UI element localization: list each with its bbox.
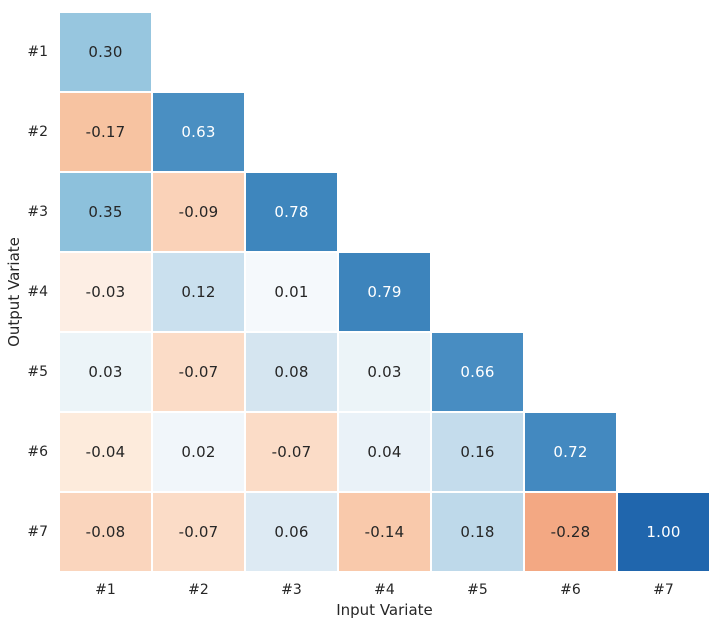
x-tick-label: #5	[467, 582, 488, 598]
heatmap-cell: -0.04	[60, 413, 151, 491]
x-tick-label: #1	[95, 582, 116, 598]
heatmap-cell: 0.30	[60, 13, 151, 91]
y-tick-label: #6	[27, 444, 48, 460]
x-tick-label: #4	[374, 582, 395, 598]
x-tick-label: #2	[188, 582, 209, 598]
y-tick-label: #5	[27, 364, 48, 380]
heatmap-cell: -0.09	[153, 173, 244, 251]
heatmap-cell: 0.01	[246, 253, 337, 331]
heatmap-cell: -0.28	[525, 493, 616, 571]
heatmap-cell: 0.72	[525, 413, 616, 491]
heatmap-cell: -0.07	[153, 493, 244, 571]
y-tick-label: #3	[27, 204, 48, 220]
heatmap-cell: 0.16	[432, 413, 523, 491]
heatmap-cell: -0.08	[60, 493, 151, 571]
y-tick-label: #1	[27, 44, 48, 60]
heatmap-cell: 0.18	[432, 493, 523, 571]
heatmap-cell: 0.63	[153, 93, 244, 171]
heatmap-cell: 0.02	[153, 413, 244, 491]
y-tick-label: #2	[27, 124, 48, 140]
heatmap-cell: 0.35	[60, 173, 151, 251]
x-tick-label: #3	[281, 582, 302, 598]
x-tick-label: #7	[653, 582, 674, 598]
y-tick-label: #4	[27, 284, 48, 300]
heatmap-cell: 1.00	[618, 493, 709, 571]
heatmap-cell: -0.14	[339, 493, 430, 571]
heatmap-cell: 0.04	[339, 413, 430, 491]
heatmap-cell: 0.03	[339, 333, 430, 411]
heatmap-cell: 0.79	[339, 253, 430, 331]
y-tick-label: #7	[27, 524, 48, 540]
heatmap-cell: -0.03	[60, 253, 151, 331]
heatmap-cell: 0.06	[246, 493, 337, 571]
heatmap-grid: 0.30 -0.17 0.63 0.35 -0.09 0.78 -0.03 0.12 0.01 0…	[59, 12, 710, 572]
heatmap-cell: -0.07	[246, 413, 337, 491]
x-axis-title: Input Variate	[336, 601, 433, 619]
heatmap-cell: -0.07	[153, 333, 244, 411]
x-tick-label: #6	[560, 582, 581, 598]
y-axis-tick-labels: #1 #2 #3 #4 #5 #6 #7	[0, 12, 48, 572]
x-axis-tick-labels: #1 #2 #3 #4 #5 #6 #7	[59, 580, 710, 600]
heatmap-cell: 0.66	[432, 333, 523, 411]
heatmap-cell: 0.78	[246, 173, 337, 251]
heatmap-cell: 0.12	[153, 253, 244, 331]
heatmap-cell: -0.17	[60, 93, 151, 171]
heatmap-cell: 0.03	[60, 333, 151, 411]
heatmap-cell: 0.08	[246, 333, 337, 411]
